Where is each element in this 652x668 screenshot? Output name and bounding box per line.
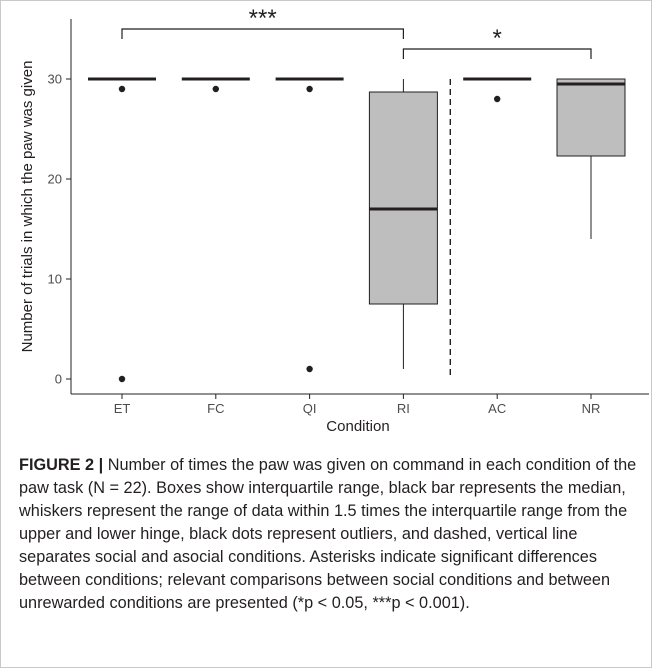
outlier-point: [494, 95, 501, 103]
outlier-point: [306, 365, 313, 373]
box-plot: 0 10 20 30 ET FC QI RI AC NR Condition Number of tr…: [19, 5, 649, 435]
x-axis-title: Condition: [326, 418, 389, 435]
y-tick-label: 20: [48, 172, 62, 187]
x-tick-label: FC: [207, 401, 224, 416]
y-tick-label: 30: [48, 72, 62, 87]
significance-bracket: [121, 28, 404, 39]
significance-label: ***: [249, 5, 277, 32]
y-axis-title: Number of trials in which the paw was gi…: [19, 61, 36, 353]
x-tick-label: AC: [488, 401, 506, 416]
outlier-point: [118, 375, 126, 383]
x-tick-label: ET: [114, 401, 131, 416]
caption-text: Number of times the paw was given on com…: [19, 456, 637, 612]
figure-caption: FIGURE 2 | Number of times the paw was g…: [19, 454, 639, 615]
significance-label: *: [493, 25, 502, 52]
x-tick-label: RI: [397, 401, 410, 416]
box-iqr: [556, 78, 626, 157]
outlier-point: [118, 85, 126, 93]
x-tick-label: QI: [303, 401, 317, 416]
outlier-point: [212, 85, 219, 93]
y-tick-label: 0: [55, 372, 62, 387]
significance-bracket: [402, 48, 592, 59]
box-iqr: [368, 91, 438, 305]
x-tick-label: NR: [582, 401, 601, 416]
outlier-point: [306, 85, 313, 93]
caption-label: FIGURE 2 |: [19, 456, 104, 474]
y-tick-label: 10: [48, 272, 62, 287]
